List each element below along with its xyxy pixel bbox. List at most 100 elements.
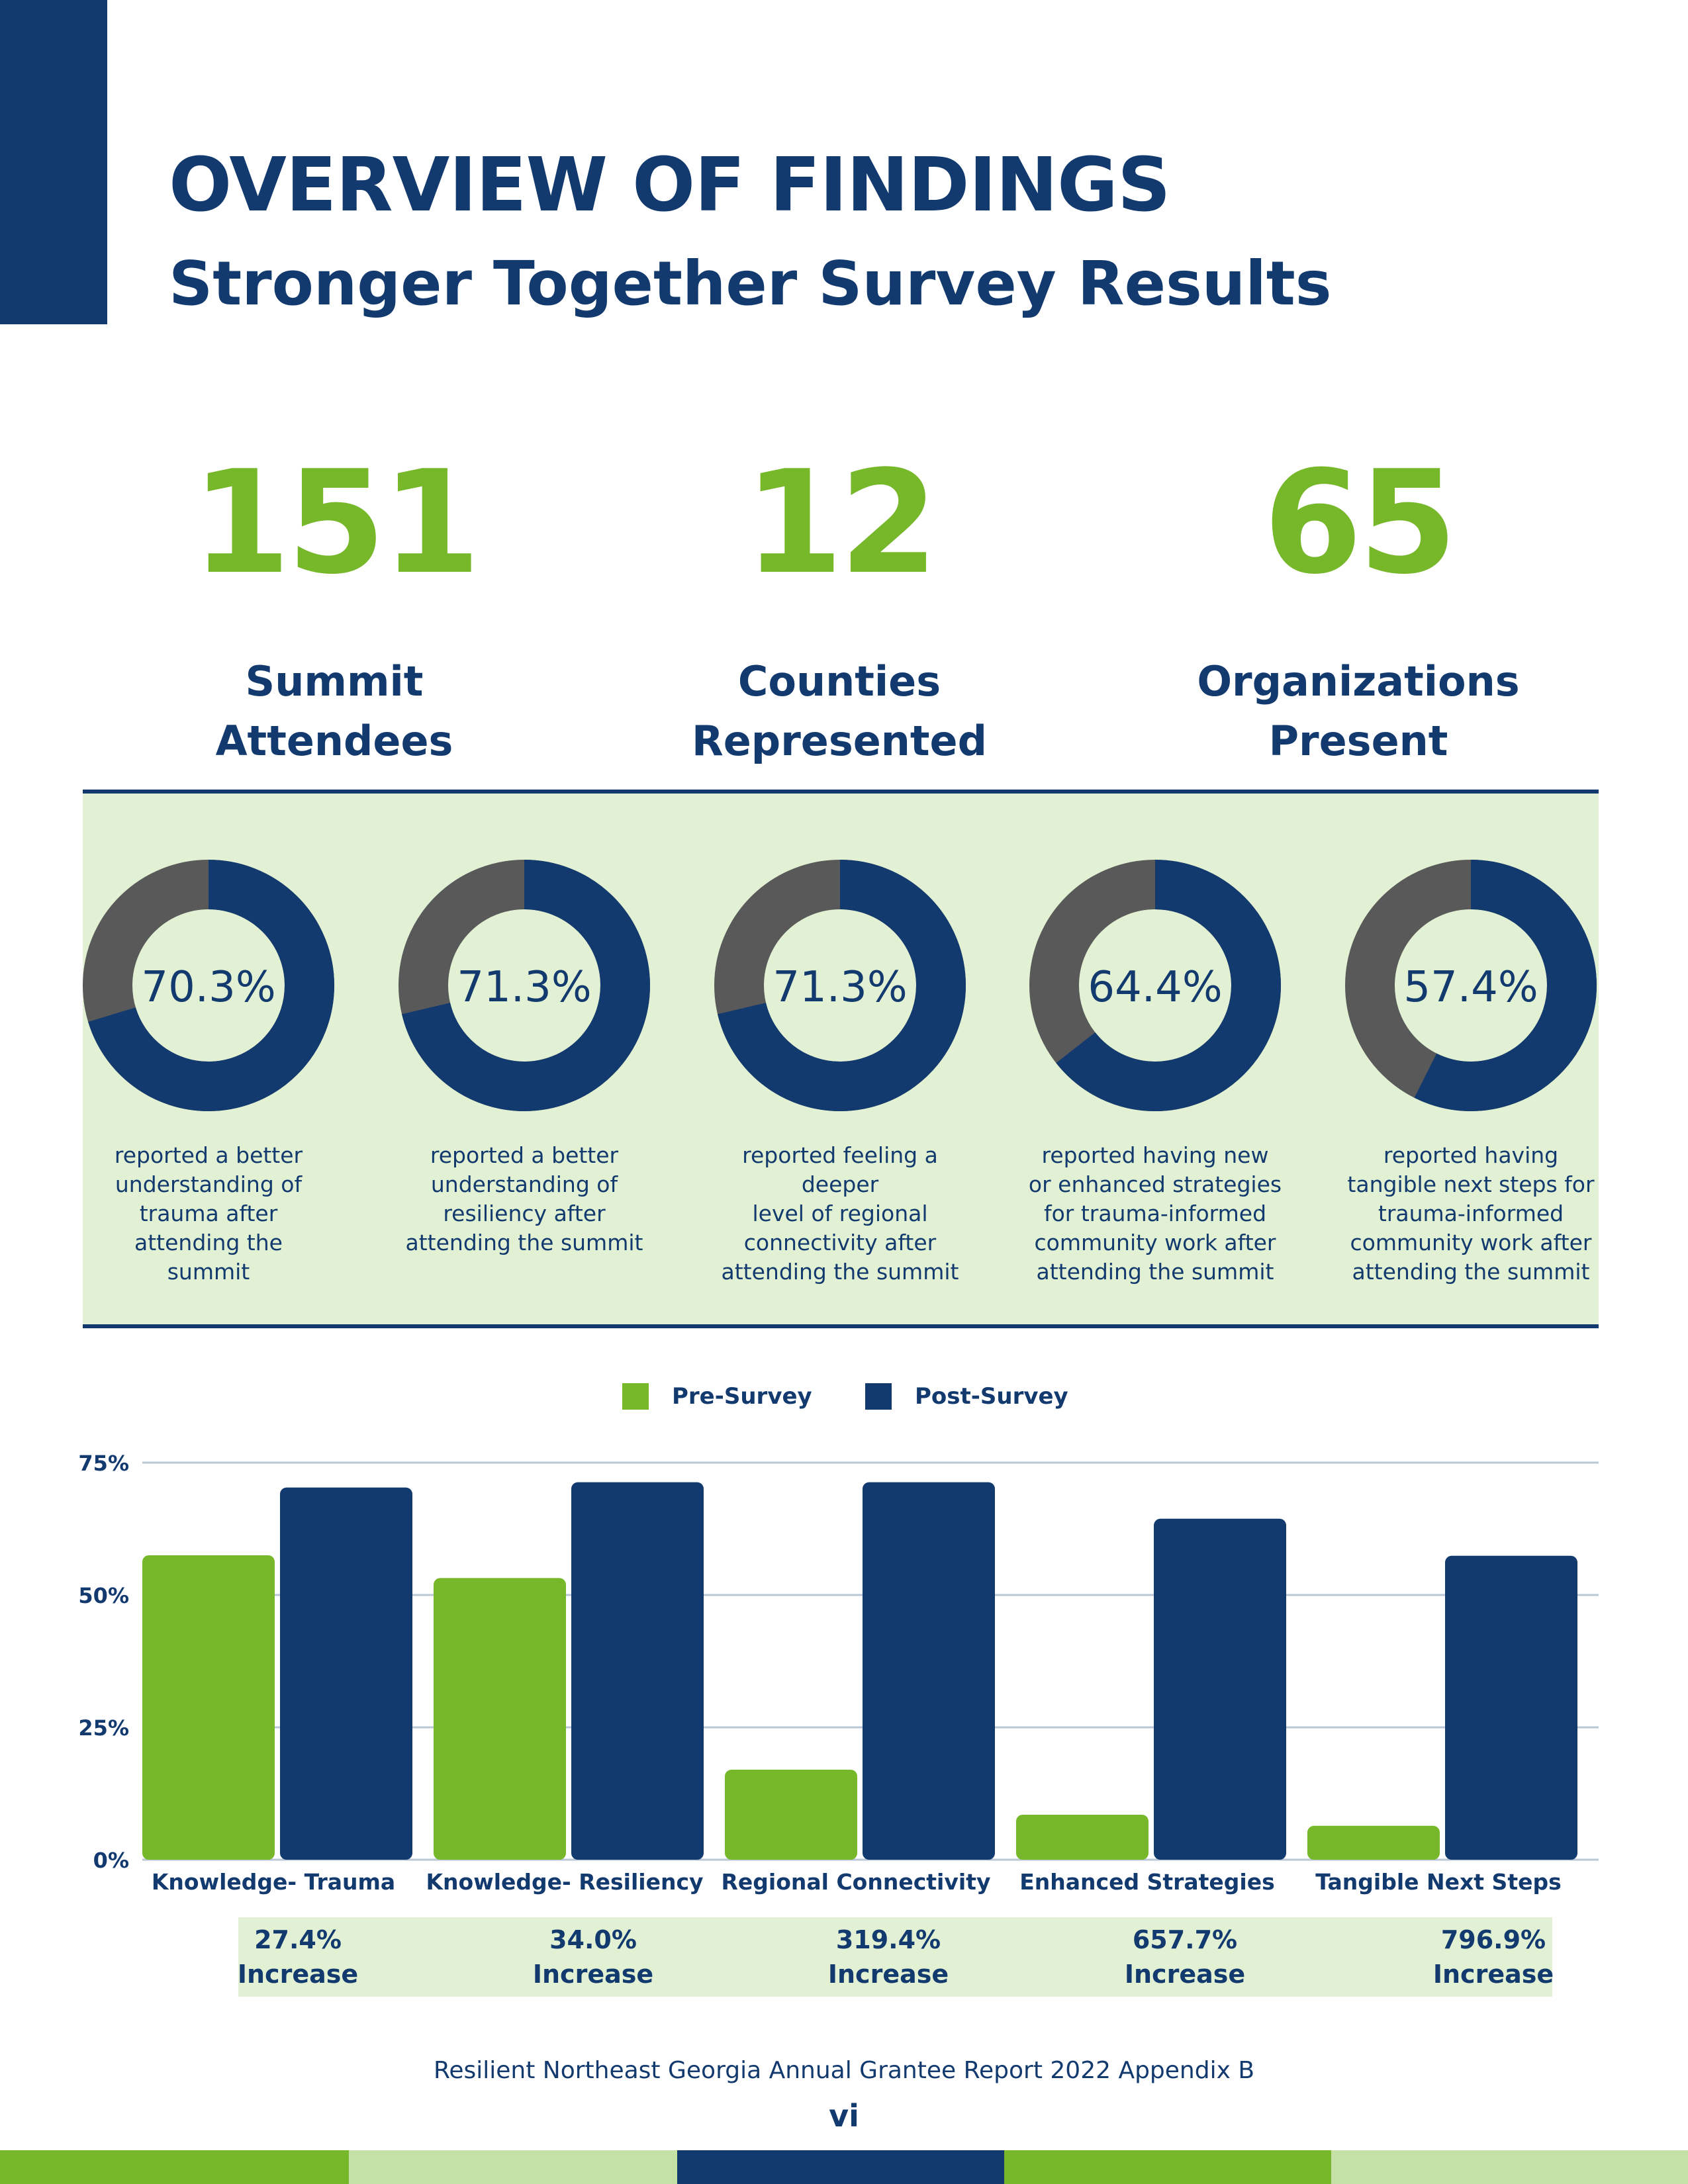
donut-description-line: resiliency after	[443, 1201, 606, 1226]
increase-band	[238, 1917, 1552, 1997]
increase-value: 34.0%	[549, 1925, 637, 1954]
x-tick-label: Enhanced Strategies	[1019, 1869, 1275, 1895]
increase-tangible-next-steps: 796.9% Increase	[1394, 1923, 1593, 1991]
donut-description-line: trauma after	[139, 1201, 278, 1226]
donut-segment	[399, 860, 650, 1111]
increase-knowledge-trauma: 27.4% Increase	[199, 1923, 397, 1991]
increase-value: 319.4%	[835, 1925, 941, 1954]
increase-value: 657.7%	[1132, 1925, 1238, 1954]
donut-description-line: reported having new	[1041, 1142, 1269, 1168]
bar-pre-survey	[1307, 1825, 1440, 1860]
x-tick-label: Regional Connectivity	[722, 1869, 991, 1895]
legend-label: Pre-Survey	[672, 1383, 812, 1410]
donut-description: reported having tangible next steps for tr…	[1332, 1141, 1610, 1287]
bar-post-survey	[1154, 1518, 1286, 1860]
increase-word: Increase	[1124, 1960, 1246, 1989]
donut-description: reported feeling a deeper level of region…	[701, 1141, 979, 1287]
y-tick-label: 25%	[78, 1715, 129, 1741]
stat-number: 12	[744, 439, 938, 606]
x-tick-label: Knowledge- Resiliency	[426, 1869, 703, 1895]
stat-label-line: Counties	[737, 657, 941, 705]
footer-strip-pale-green	[1331, 2150, 1688, 2184]
increase-knowledge-resiliency: 34.0% Increase	[494, 1923, 692, 1991]
donut-segment	[714, 860, 966, 1111]
donut-description-line: tangible next steps for	[1347, 1171, 1595, 1197]
donut-description-line: or enhanced strategies	[1028, 1171, 1282, 1197]
donut-description: reported having new or enhanced strategie…	[1016, 1141, 1294, 1287]
stat-label: Summit Attendees	[83, 652, 586, 771]
donut-label: 64.4%	[1088, 963, 1222, 1012]
donut-description-line: attending the	[134, 1230, 283, 1255]
y-tick-label: 75%	[78, 1451, 129, 1476]
stat-label: Counties Represented	[588, 652, 1091, 771]
footer-strip-green	[0, 2150, 349, 2184]
footer-strip-navy	[677, 2150, 1004, 2184]
legend-swatch-navy	[865, 1383, 892, 1410]
donut-description-line: understanding of	[115, 1171, 303, 1197]
page-title: OVERVIEW OF FINDINGS	[169, 142, 1171, 228]
stat-counties-represented: 12 Counties Represented	[588, 437, 1091, 771]
legend-post-survey: Post-Survey	[865, 1383, 1068, 1410]
donut-description-line: community work after	[1350, 1230, 1592, 1255]
legend-pre-survey: Pre-Survey	[622, 1383, 812, 1410]
donut-panel: 70.3% 71.3% 71.3% 64.4% 57.4% reported a bet…	[83, 790, 1599, 1328]
stat-label-line: Present	[1268, 717, 1448, 765]
donut-description-line: attending the summit	[1036, 1259, 1274, 1285]
bar-post-survey	[863, 1482, 995, 1860]
donut-label: 71.3%	[773, 963, 907, 1012]
increase-enhanced-strategies: 657.7% Increase	[1086, 1923, 1284, 1991]
footer-strip-green	[1004, 2150, 1331, 2184]
increase-word: Increase	[532, 1960, 654, 1989]
legend-label: Post-Survey	[915, 1383, 1068, 1410]
stat-label-line: Summit	[245, 657, 424, 705]
donut-description-line: level of regional	[752, 1201, 928, 1226]
donut-description-line: reported having	[1383, 1142, 1559, 1168]
x-tick-label: Tangible Next Steps	[1315, 1869, 1562, 1895]
bar-post-survey	[1445, 1555, 1577, 1860]
donut-description-line: attending the summit	[405, 1230, 643, 1255]
footer-text: Resilient Northeast Georgia Annual Grant…	[433, 2057, 1255, 2084]
y-tick-label: 0%	[93, 1848, 129, 1873]
bar-chart: 0% 25% 50% 75% Knowledge- Trauma Knowledge- R…	[78, 1451, 1599, 1895]
stat-organizations-present: 65 Organizations Present	[1107, 437, 1610, 771]
increase-value: 796.9%	[1440, 1925, 1546, 1954]
legend-swatch-green	[622, 1383, 649, 1410]
page-number: vi	[829, 2098, 859, 2134]
donut-label: 57.4%	[1403, 963, 1538, 1012]
donut-description-line: attending the summit	[721, 1259, 959, 1285]
donut-description-line: reported feeling a deeper	[742, 1142, 938, 1197]
bar-pre-survey	[434, 1578, 566, 1860]
bar-post-survey	[280, 1487, 412, 1860]
donut-description: reported a better understanding of resilie…	[385, 1141, 663, 1257]
donut-description-line: community work after	[1034, 1230, 1276, 1255]
donut-segment	[1345, 860, 1597, 1111]
increase-word: Increase	[827, 1960, 949, 1989]
stat-label: Organizations Present	[1107, 652, 1610, 771]
bar-post-survey	[571, 1482, 704, 1860]
stat-number: 151	[191, 439, 481, 606]
donut-description-line: reported a better	[114, 1142, 303, 1168]
y-tick-label: 50%	[78, 1583, 129, 1608]
increase-word: Increase	[237, 1960, 359, 1989]
bar-pre-survey	[725, 1770, 857, 1860]
increase-value: 27.4%	[254, 1925, 342, 1954]
donut-description-line: understanding of	[430, 1171, 618, 1197]
donut-label: 70.3%	[141, 963, 275, 1012]
donut-segment	[83, 860, 334, 1111]
bar-pre-survey	[142, 1555, 275, 1860]
donut-charts: 70.3% 71.3% 71.3% 64.4% 57.4%	[83, 860, 1597, 1111]
increase-word: Increase	[1432, 1960, 1554, 1989]
donut-description: reported a better understanding of trauma …	[70, 1141, 348, 1287]
bar-pre-survey	[1016, 1815, 1149, 1860]
donut-description-line: summit	[167, 1259, 250, 1285]
stat-label-line: Represented	[692, 717, 987, 765]
x-tick-label: Knowledge- Trauma	[152, 1869, 395, 1895]
donut-segment	[1029, 860, 1281, 1111]
donut-description-line: trauma-informed	[1378, 1201, 1564, 1226]
donut-label: 71.3%	[457, 963, 591, 1012]
donut-description-line: reported a better	[430, 1142, 619, 1168]
stat-summit-attendees: 151 Summit Attendees	[83, 437, 586, 771]
increase-regional-connectivity: 319.4% Increase	[789, 1923, 988, 1991]
donut-description-line: for trauma-informed	[1043, 1201, 1267, 1226]
donut-description-line: connectivity after	[743, 1230, 937, 1255]
